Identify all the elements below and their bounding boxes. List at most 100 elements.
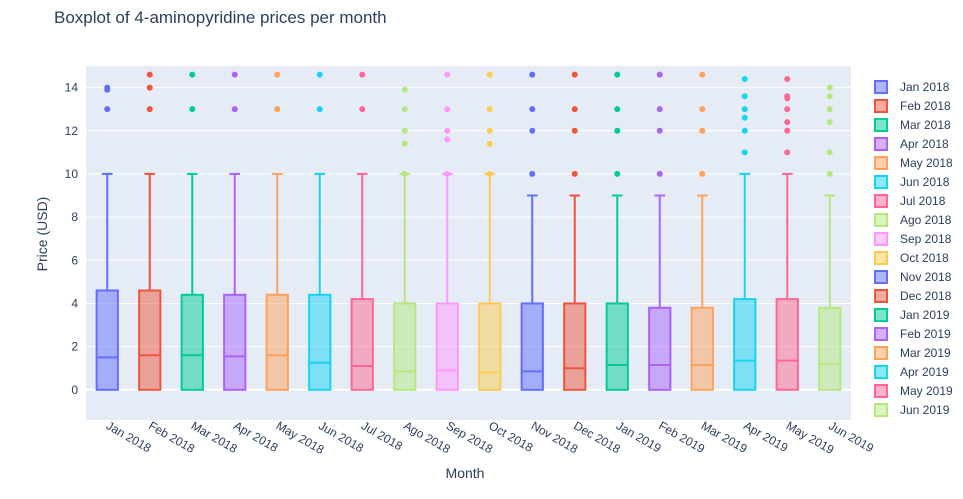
outlier-point — [784, 93, 791, 100]
outlier-point — [741, 149, 748, 156]
box — [223, 293, 247, 391]
legend-item: May 2018 — [874, 156, 953, 170]
legend-item: Feb 2018 — [874, 99, 951, 113]
box-group — [648, 71, 672, 391]
y-tick-label: 2 — [71, 340, 78, 354]
outlier-point — [231, 71, 238, 78]
outlier-point — [104, 106, 111, 113]
outlier-point — [444, 106, 451, 113]
outlier-point — [826, 119, 833, 126]
legend-item: Jun 2018 — [874, 175, 950, 189]
box — [648, 306, 672, 391]
legend-item: Mar 2018 — [874, 118, 951, 132]
x-tick-label: Apr 2019 — [741, 418, 790, 455]
outlier-point — [146, 106, 153, 113]
outlier-point — [656, 71, 663, 78]
legend-swatch — [874, 270, 888, 284]
legend-label: Jan 2019 — [900, 308, 950, 322]
box — [138, 289, 162, 391]
legend-label: Oct 2018 — [900, 251, 949, 265]
outlier-point — [571, 71, 578, 78]
outlier-point — [656, 170, 663, 177]
box — [350, 298, 374, 391]
legend-swatch — [874, 118, 888, 132]
outlier-point — [189, 71, 196, 78]
legend-swatch — [874, 232, 888, 246]
y-axis-label: Price (USD) — [34, 197, 50, 272]
box — [563, 302, 587, 391]
outlier-point — [274, 71, 281, 78]
box — [308, 293, 332, 391]
outlier-point — [486, 140, 493, 147]
box — [265, 293, 289, 391]
box — [818, 306, 842, 391]
x-tick-label: Dec 2018 — [571, 418, 623, 456]
x-tick-label: Mar 2018 — [189, 418, 240, 456]
y-tick-label: 6 — [71, 253, 78, 267]
outlier-point — [656, 106, 663, 113]
box-group — [435, 71, 459, 391]
y-tick-label: 14 — [65, 81, 79, 95]
outlier-point — [826, 84, 833, 91]
y-tick-label: 12 — [65, 124, 79, 138]
outlier-point — [784, 149, 791, 156]
legend-swatch — [874, 327, 888, 341]
outlier-point — [401, 86, 408, 93]
legend-item: Jul 2018 — [874, 194, 946, 208]
outlier-point — [359, 71, 366, 78]
outlier-point — [699, 106, 706, 113]
legend-label: Mar 2019 — [900, 346, 951, 360]
box-group — [520, 71, 544, 391]
legend-item: Ago 2018 — [874, 213, 952, 227]
legend-swatch — [874, 251, 888, 265]
box-group — [818, 84, 842, 391]
legend-label: Mar 2018 — [900, 118, 951, 132]
outlier-point — [826, 106, 833, 113]
outlier-point — [741, 75, 748, 82]
legend-item: Jan 2018 — [874, 80, 950, 94]
legend-label: Sep 2018 — [900, 232, 952, 246]
outlier-point — [699, 127, 706, 134]
outlier-point — [784, 127, 791, 134]
legend-item: May 2019 — [874, 384, 953, 398]
legend-label: Jul 2018 — [900, 194, 946, 208]
legend-item: Dec 2018 — [874, 289, 952, 303]
outlier-point — [486, 71, 493, 78]
box — [95, 289, 119, 391]
box — [180, 293, 204, 391]
y-tick-label: 10 — [65, 167, 79, 181]
outlier-point — [486, 127, 493, 134]
legend: Jan 2018 Feb 2018 Mar 2018 Apr 2018 May 2018… — [874, 80, 953, 417]
box-group — [775, 75, 799, 391]
outlier-point — [614, 127, 621, 134]
legend-item: Oct 2018 — [874, 251, 949, 265]
box-group — [350, 71, 374, 391]
outlier-point — [741, 114, 748, 121]
legend-label: May 2018 — [900, 156, 953, 170]
x-tick-label: Jun 2018 — [316, 418, 366, 455]
box — [733, 298, 757, 391]
legend-swatch — [874, 308, 888, 322]
outlier-point — [529, 71, 536, 78]
x-axis-label: Month — [446, 465, 485, 481]
x-tick-label: Apr 2018 — [231, 418, 280, 455]
outlier-point — [699, 71, 706, 78]
x-tick-label: Nov 2018 — [529, 418, 581, 456]
box-group — [180, 71, 204, 391]
outlier-point — [571, 170, 578, 177]
x-tick-label: Jul 2018 — [359, 418, 406, 453]
outlier-point — [741, 127, 748, 134]
box-group — [478, 71, 502, 391]
box-group — [690, 71, 714, 391]
box-group — [138, 71, 162, 391]
box-group — [733, 75, 757, 391]
legend-item: Mar 2019 — [874, 346, 951, 360]
box-group — [563, 71, 587, 391]
legend-label: Feb 2019 — [900, 327, 951, 341]
outlier-point — [104, 84, 111, 91]
outlier-point — [826, 93, 833, 100]
box — [520, 302, 544, 391]
legend-label: Ago 2018 — [900, 213, 952, 227]
outlier-point — [699, 170, 706, 177]
